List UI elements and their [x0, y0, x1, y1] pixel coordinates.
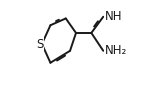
Text: NH: NH — [105, 10, 122, 23]
Text: S: S — [36, 37, 43, 51]
Text: NH₂: NH₂ — [105, 44, 127, 57]
